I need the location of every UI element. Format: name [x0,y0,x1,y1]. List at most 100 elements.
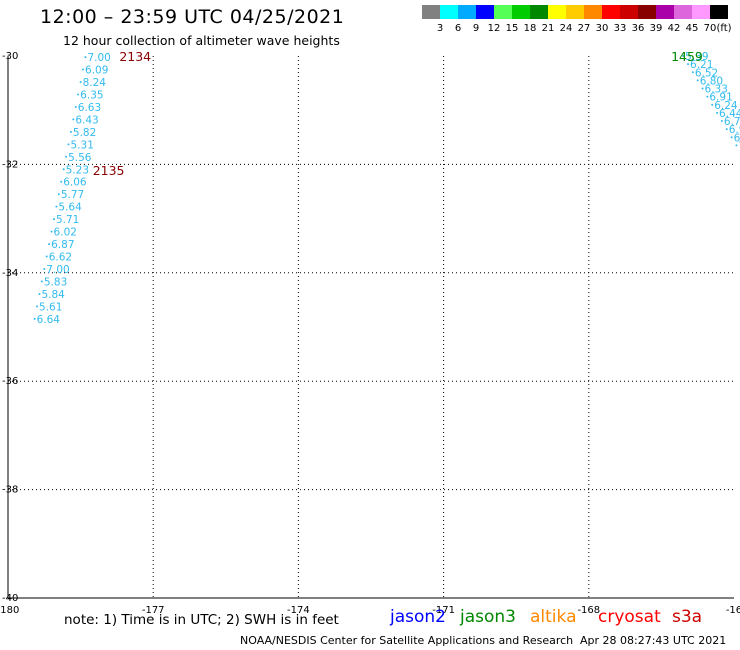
colorbar-label: 45 [685,23,699,34]
data-point [33,317,36,320]
colorbar-swatch [476,5,494,19]
data-point [52,218,55,221]
swh-label: 6.52 [695,67,718,79]
swh-label: 6.21 [690,59,713,71]
legend-jason2: jason2 [390,607,446,627]
swh-label: 5.77 [61,189,84,201]
colorbar-swatch [638,5,656,19]
swh-label: 5.23 [66,164,89,176]
legend-s3a: s3a [672,607,703,627]
swh-label: 6.80 [700,75,723,87]
colorbar-label: 3 [436,23,444,34]
data-point [50,230,53,233]
credit-line: NOAA/NESDIS Center for Satellite Applica… [240,634,574,647]
data-point [65,155,68,158]
data-point [82,68,85,71]
chart-subtitle: 12 hour collection of altimeter wave hei… [63,33,340,48]
pass-time-label: 2134 [119,49,151,64]
swh-label: 7.00 [46,264,69,276]
colorbar-swatch [512,5,530,19]
data-point [60,180,63,183]
swh-label: 6.87 [51,239,74,251]
colorbar-swatch [656,5,674,19]
data-point [77,93,80,96]
swh-label: 7.12 [738,140,740,152]
colorbar-label: 36 [631,23,645,34]
y-tick-label: -34 [2,268,18,279]
swh-label: 6.06 [63,177,87,189]
legend-altika: altika [530,607,577,627]
pass-time-label: 2135 [93,163,125,178]
swh-label: 6.62 [49,252,72,264]
x-tick-label: -180 [0,605,19,616]
colorbar-swatch [530,5,548,19]
swh-label: 6.91 [709,92,732,104]
colorbar-swatch [692,5,710,19]
data-point [38,292,41,295]
colorbar-swatch [620,5,638,19]
y-tick-label: -40 [2,593,18,604]
data-point [67,143,70,146]
colorbar-swatch [422,5,440,19]
colorbar-label: 6 [454,23,462,34]
legend-cryosat: cryosat [598,607,661,627]
footer-note: note: 1) Time is in UTC; 2) SWH is in fe… [64,612,339,628]
data-point [720,120,723,123]
generation-timestamp: Apr 28 08:27:43 UTC 2021 [580,634,727,647]
data-point [43,268,46,271]
data-point [57,193,60,196]
colorbar-label: 70 [703,23,717,34]
swh-label: 5.61 [39,301,62,313]
data-point [716,111,719,114]
colorbar-label: 15 [505,23,519,34]
swh-label: 6.44 [719,108,740,120]
data-point [730,136,733,139]
data-point [40,280,43,283]
swh-label: 6.58 [734,132,740,144]
data-point [735,144,738,147]
y-tick-label: -32 [2,159,18,170]
swh-label: 5.71 [56,214,79,226]
swh-label: 6.24 [714,100,738,112]
colorbar-label: 21 [541,23,555,34]
colorbar-label: 42 [667,23,681,34]
legend-jason3: jason3 [460,607,516,627]
data-point [701,87,704,90]
y-tick-label: -30 [2,51,18,62]
data-point [84,56,87,59]
pass-time-label: 1459 [671,49,703,64]
colorbar-swatch [674,5,692,19]
swh-label: 7.00 [87,52,110,64]
data-point [711,103,714,106]
data-point [72,118,75,121]
colorbar-swatch [440,5,458,19]
data-point [691,71,694,74]
swh-label: 6.95 [729,124,740,136]
colorbar-label: 18 [523,23,537,34]
data-point [48,243,51,246]
swh-label: 6.09 [85,65,108,77]
colorbar-label: 39 [649,23,663,34]
swh-label: 6.64 [37,314,61,326]
colorbar-swatch [548,5,566,19]
chart-title: 12:00 – 23:59 UTC 04/25/2021 [40,6,345,28]
colorbar-label: 27 [577,23,591,34]
swh-label: 8.24 [83,77,107,89]
swh-label: 5.82 [73,127,96,139]
colorbar-label: 33 [613,23,627,34]
swh-label: 6.77 [724,116,740,128]
colorbar-label: 12 [487,23,501,34]
data-point [687,63,690,66]
swh-label: 6.33 [705,84,728,96]
y-tick-label: -36 [2,376,18,387]
swh-label: 5.84 [41,289,65,301]
data-point [45,255,48,258]
colorbar-swatch [710,5,728,19]
colorbar-label: 9 [472,23,480,34]
colorbar-swatch [494,5,512,19]
x-tick-label: -177 [142,605,165,616]
data-point [62,168,65,171]
data-point [69,130,72,133]
x-tick-label: -174 [287,605,310,616]
swh-label: 5.83 [44,276,67,288]
